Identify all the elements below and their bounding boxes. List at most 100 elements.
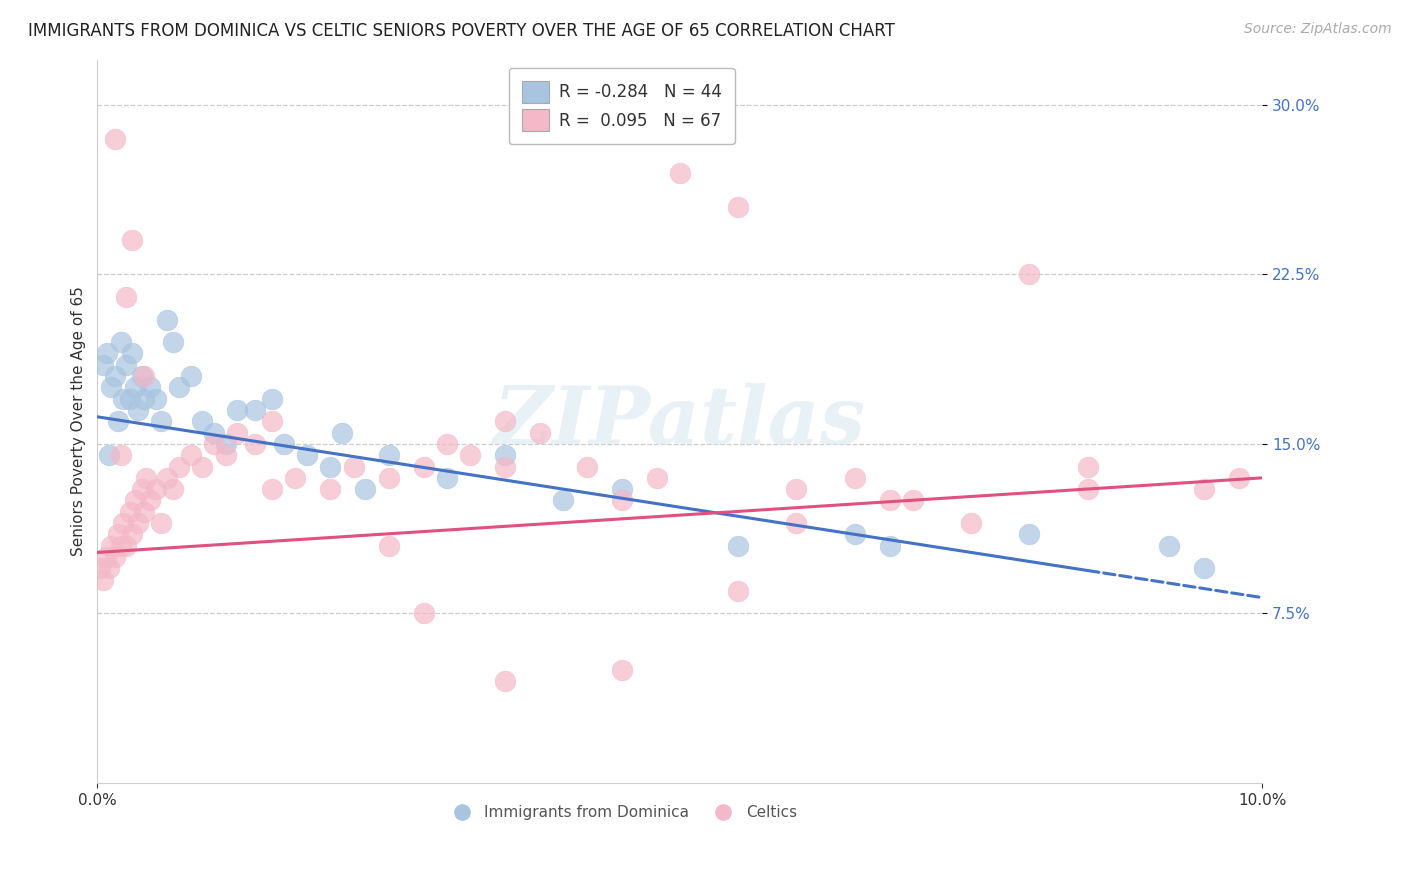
Point bbox=[127, 403, 149, 417]
Point bbox=[1227, 471, 1250, 485]
Point bbox=[167, 380, 190, 394]
Point bbox=[139, 493, 162, 508]
Point bbox=[135, 471, 157, 485]
Point bbox=[494, 459, 516, 474]
Point bbox=[98, 561, 121, 575]
Point bbox=[131, 482, 153, 496]
Point bbox=[124, 493, 146, 508]
Point bbox=[131, 369, 153, 384]
Point bbox=[124, 380, 146, 394]
Point bbox=[107, 414, 129, 428]
Point bbox=[111, 392, 134, 406]
Point bbox=[115, 539, 138, 553]
Point bbox=[167, 459, 190, 474]
Point bbox=[145, 392, 167, 406]
Point bbox=[110, 335, 132, 350]
Point bbox=[100, 380, 122, 394]
Point bbox=[354, 482, 377, 496]
Point bbox=[412, 607, 434, 621]
Point bbox=[150, 516, 173, 530]
Point bbox=[1018, 527, 1040, 541]
Point bbox=[436, 471, 458, 485]
Point bbox=[89, 561, 111, 575]
Point bbox=[1018, 268, 1040, 282]
Point bbox=[94, 549, 117, 564]
Text: ZIPatlas: ZIPatlas bbox=[494, 383, 866, 460]
Point bbox=[226, 425, 249, 440]
Text: IMMIGRANTS FROM DOMINICA VS CELTIC SENIORS POVERTY OVER THE AGE OF 65 CORRELATIO: IMMIGRANTS FROM DOMINICA VS CELTIC SENIO… bbox=[28, 22, 896, 40]
Point bbox=[110, 539, 132, 553]
Point bbox=[214, 437, 236, 451]
Point bbox=[110, 448, 132, 462]
Point bbox=[273, 437, 295, 451]
Point bbox=[610, 482, 633, 496]
Point bbox=[180, 448, 202, 462]
Point bbox=[412, 459, 434, 474]
Point bbox=[575, 459, 598, 474]
Point bbox=[844, 527, 866, 541]
Point bbox=[844, 471, 866, 485]
Point bbox=[91, 573, 114, 587]
Text: Source: ZipAtlas.com: Source: ZipAtlas.com bbox=[1244, 22, 1392, 37]
Point bbox=[1192, 561, 1215, 575]
Point bbox=[319, 459, 342, 474]
Point bbox=[91, 358, 114, 372]
Point bbox=[343, 459, 366, 474]
Point bbox=[1077, 459, 1099, 474]
Point bbox=[458, 448, 481, 462]
Point bbox=[132, 392, 155, 406]
Legend: Immigrants from Dominica, Celtics: Immigrants from Dominica, Celtics bbox=[440, 799, 803, 826]
Point bbox=[100, 539, 122, 553]
Point bbox=[180, 369, 202, 384]
Point bbox=[96, 346, 118, 360]
Point bbox=[121, 346, 143, 360]
Point bbox=[145, 482, 167, 496]
Point bbox=[132, 369, 155, 384]
Point bbox=[1077, 482, 1099, 496]
Point bbox=[243, 437, 266, 451]
Point bbox=[121, 527, 143, 541]
Point bbox=[127, 516, 149, 530]
Point bbox=[226, 403, 249, 417]
Point bbox=[295, 448, 318, 462]
Point bbox=[319, 482, 342, 496]
Point bbox=[104, 369, 127, 384]
Point bbox=[191, 459, 214, 474]
Point bbox=[156, 471, 179, 485]
Point bbox=[901, 493, 924, 508]
Point bbox=[121, 234, 143, 248]
Point bbox=[150, 414, 173, 428]
Point bbox=[879, 539, 901, 553]
Point bbox=[610, 663, 633, 677]
Point bbox=[118, 392, 141, 406]
Point bbox=[494, 674, 516, 689]
Point bbox=[610, 493, 633, 508]
Point bbox=[494, 414, 516, 428]
Point bbox=[879, 493, 901, 508]
Point bbox=[529, 425, 551, 440]
Point bbox=[553, 493, 575, 508]
Point bbox=[98, 448, 121, 462]
Point bbox=[115, 358, 138, 372]
Point bbox=[118, 505, 141, 519]
Point bbox=[191, 414, 214, 428]
Point bbox=[727, 539, 749, 553]
Point bbox=[284, 471, 307, 485]
Point bbox=[377, 471, 399, 485]
Point bbox=[202, 437, 225, 451]
Point bbox=[214, 448, 236, 462]
Point bbox=[243, 403, 266, 417]
Point bbox=[960, 516, 983, 530]
Point bbox=[669, 166, 692, 180]
Point bbox=[645, 471, 668, 485]
Point bbox=[494, 448, 516, 462]
Point bbox=[377, 539, 399, 553]
Point bbox=[139, 380, 162, 394]
Point bbox=[785, 482, 807, 496]
Point bbox=[262, 482, 284, 496]
Point bbox=[162, 482, 184, 496]
Point bbox=[132, 505, 155, 519]
Point bbox=[104, 549, 127, 564]
Point bbox=[262, 392, 284, 406]
Point bbox=[330, 425, 353, 440]
